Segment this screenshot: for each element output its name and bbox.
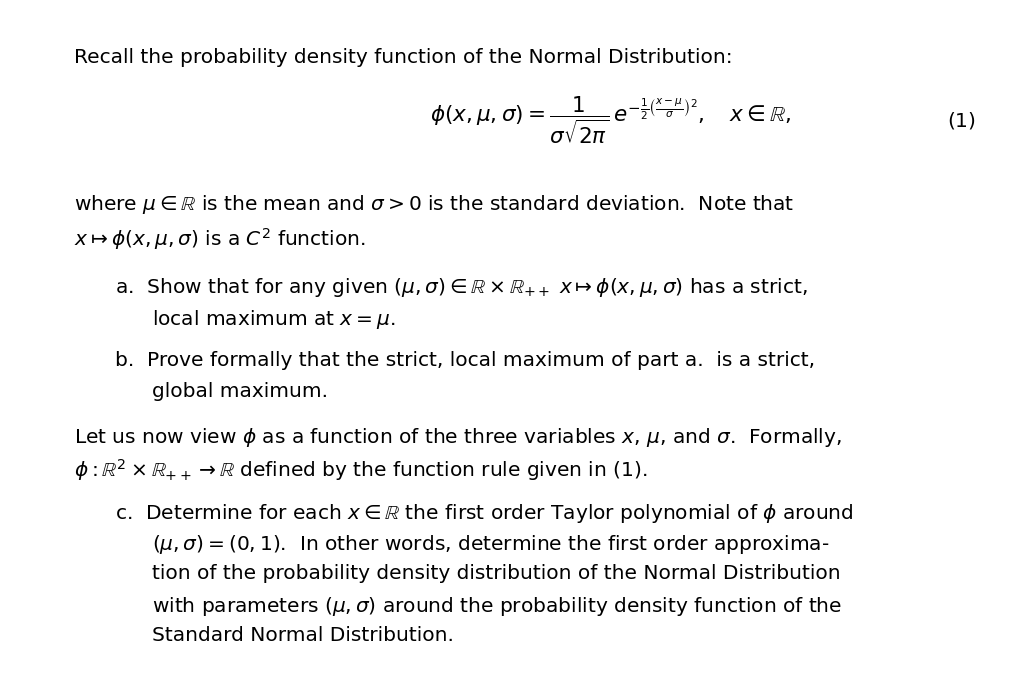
Text: Let us now view $\phi$ as a function of the three variables $x$, $\mu$, and $\si: Let us now view $\phi$ as a function of … bbox=[74, 426, 842, 449]
Text: $\phi : \mathbb{R}^2 \times \mathbb{R}_{++} \to \mathbb{R}$ defined by the funct: $\phi : \mathbb{R}^2 \times \mathbb{R}_{… bbox=[74, 457, 647, 484]
Text: global maximum.: global maximum. bbox=[152, 382, 328, 401]
Text: local maximum at $x = \mu$.: local maximum at $x = \mu$. bbox=[152, 308, 395, 331]
Text: $(\mu, \sigma) = (0, 1)$.  In other words, determine the first order approxima-: $(\mu, \sigma) = (0, 1)$. In other words… bbox=[152, 533, 829, 555]
Text: tion of the probability density distribution of the Normal Distribution: tion of the probability density distribu… bbox=[152, 564, 840, 583]
Text: a.  Show that for any given $(\mu, \sigma) \in \mathbb{R} \times \mathbb{R}_{++}: a. Show that for any given $(\mu, \sigma… bbox=[115, 276, 807, 299]
Text: Standard Normal Distribution.: Standard Normal Distribution. bbox=[152, 626, 454, 645]
Text: $\phi(x, \mu, \sigma) = \dfrac{1}{\sigma\sqrt{2\pi}}\,e^{-\frac{1}{2}\left(\frac: $\phi(x, \mu, \sigma) = \dfrac{1}{\sigma… bbox=[430, 95, 792, 146]
Text: b.  Prove formally that the strict, local maximum of part a.  is a strict,: b. Prove formally that the strict, local… bbox=[115, 351, 815, 370]
Text: c.  Determine for each $x \in \mathbb{R}$ the first order Taylor polynomial of $: c. Determine for each $x \in \mathbb{R}$… bbox=[115, 502, 853, 524]
Text: $x \mapsto \phi(x, \mu, \sigma)$ is a $C^2$ function.: $x \mapsto \phi(x, \mu, \sigma)$ is a $C… bbox=[74, 226, 366, 252]
Text: where $\mu \in \mathbb{R}$ is the mean and $\sigma > 0$ is the standard deviatio: where $\mu \in \mathbb{R}$ is the mean a… bbox=[74, 193, 794, 216]
Text: with parameters $(\mu, \sigma)$ around the probability density function of the: with parameters $(\mu, \sigma)$ around t… bbox=[152, 595, 842, 618]
Text: Recall the probability density function of the Normal Distribution:: Recall the probability density function … bbox=[74, 48, 732, 68]
Text: $(1)$: $(1)$ bbox=[947, 110, 976, 131]
